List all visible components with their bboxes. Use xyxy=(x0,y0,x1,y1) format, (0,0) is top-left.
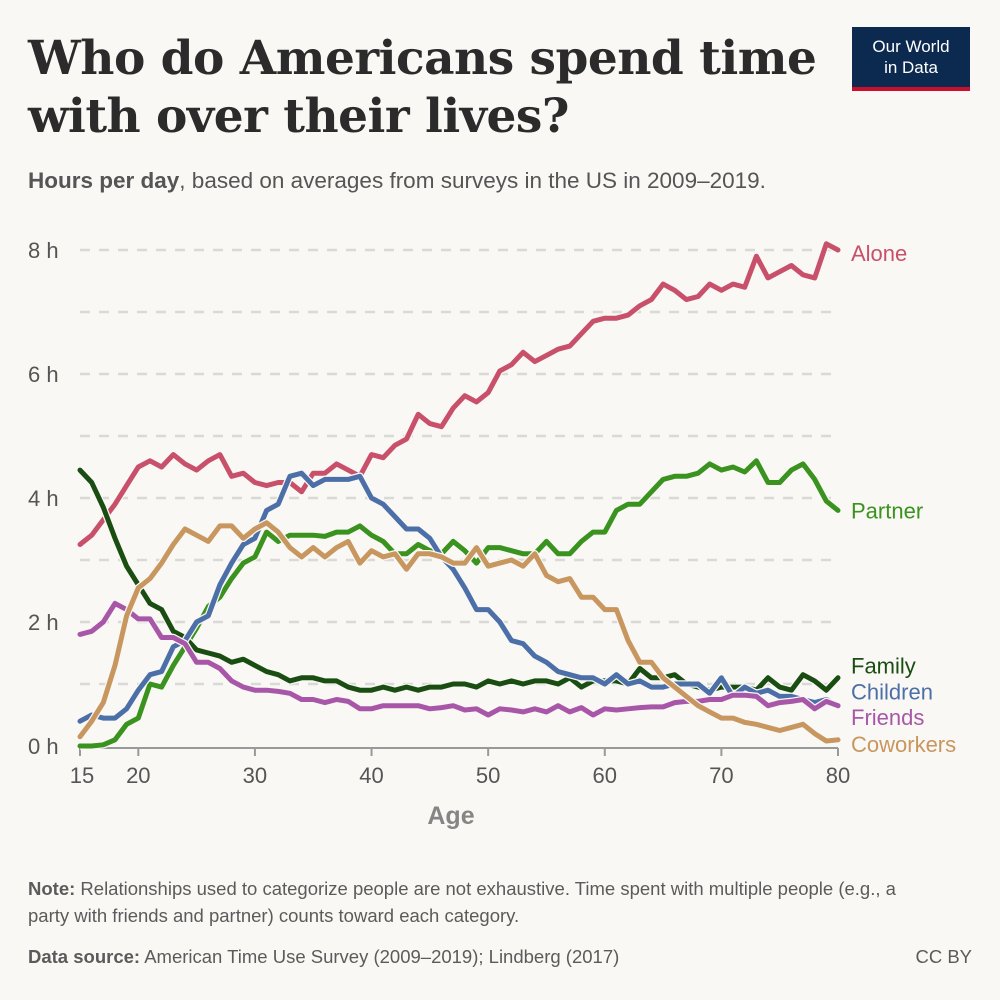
note-text: Relationships used to categorize people … xyxy=(28,878,896,926)
series-label-friends: Friends xyxy=(851,705,924,730)
chart-subtitle: Hours per day, based on averages from su… xyxy=(28,168,766,194)
license[interactable]: CC BY xyxy=(915,946,972,967)
source-label: Data source: xyxy=(28,946,141,967)
data-source: Data source: American Time Use Survey (2… xyxy=(28,946,619,968)
logo-line-1: Our World xyxy=(872,37,950,56)
y-tick-label: 2 h xyxy=(28,610,59,635)
owid-logo[interactable]: Our World in Data xyxy=(852,27,970,91)
x-tick-label: 50 xyxy=(476,763,500,788)
series-label-alone: Alone xyxy=(851,241,907,266)
x-tick-label: 40 xyxy=(359,763,383,788)
series-label-partner: Partner xyxy=(851,498,923,523)
x-tick-label: 30 xyxy=(243,763,267,788)
x-tick-label: 60 xyxy=(593,763,617,788)
series-line-alone xyxy=(77,241,841,547)
y-tick-label: 8 h xyxy=(28,238,59,263)
series-label-coworkers: Coworkers xyxy=(851,732,956,757)
chart-note: Note: Relationships used to categorize p… xyxy=(28,875,928,929)
logo-line-2: in Data xyxy=(884,58,938,77)
note-label: Note: xyxy=(28,878,76,899)
series-label-family: Family xyxy=(851,653,916,678)
subtitle-text: , based on averages from surveys in the … xyxy=(179,168,766,193)
x-axis-label: Age xyxy=(427,802,474,830)
x-tick-label: 20 xyxy=(126,763,150,788)
series-line-partner xyxy=(77,458,841,749)
subtitle-units: Hours per day xyxy=(28,168,180,193)
series-line-coworkers xyxy=(77,520,841,744)
series-line-friends xyxy=(77,600,841,718)
y-tick-label: 4 h xyxy=(28,486,59,511)
y-tick-label: 0 h xyxy=(28,734,59,759)
x-tick-label: 80 xyxy=(826,763,850,788)
series-line-children xyxy=(77,470,841,724)
source-text: American Time Use Survey (2009–2019); Li… xyxy=(140,946,620,967)
series-outline-partner xyxy=(80,457,841,750)
y-tick-label: 6 h xyxy=(28,362,59,387)
series-label-children: Children xyxy=(851,679,933,704)
chart-title: Who do Americans spend time with over th… xyxy=(28,31,817,144)
x-tick-label: 70 xyxy=(709,763,733,788)
x-tick-label: 15 xyxy=(70,763,94,788)
